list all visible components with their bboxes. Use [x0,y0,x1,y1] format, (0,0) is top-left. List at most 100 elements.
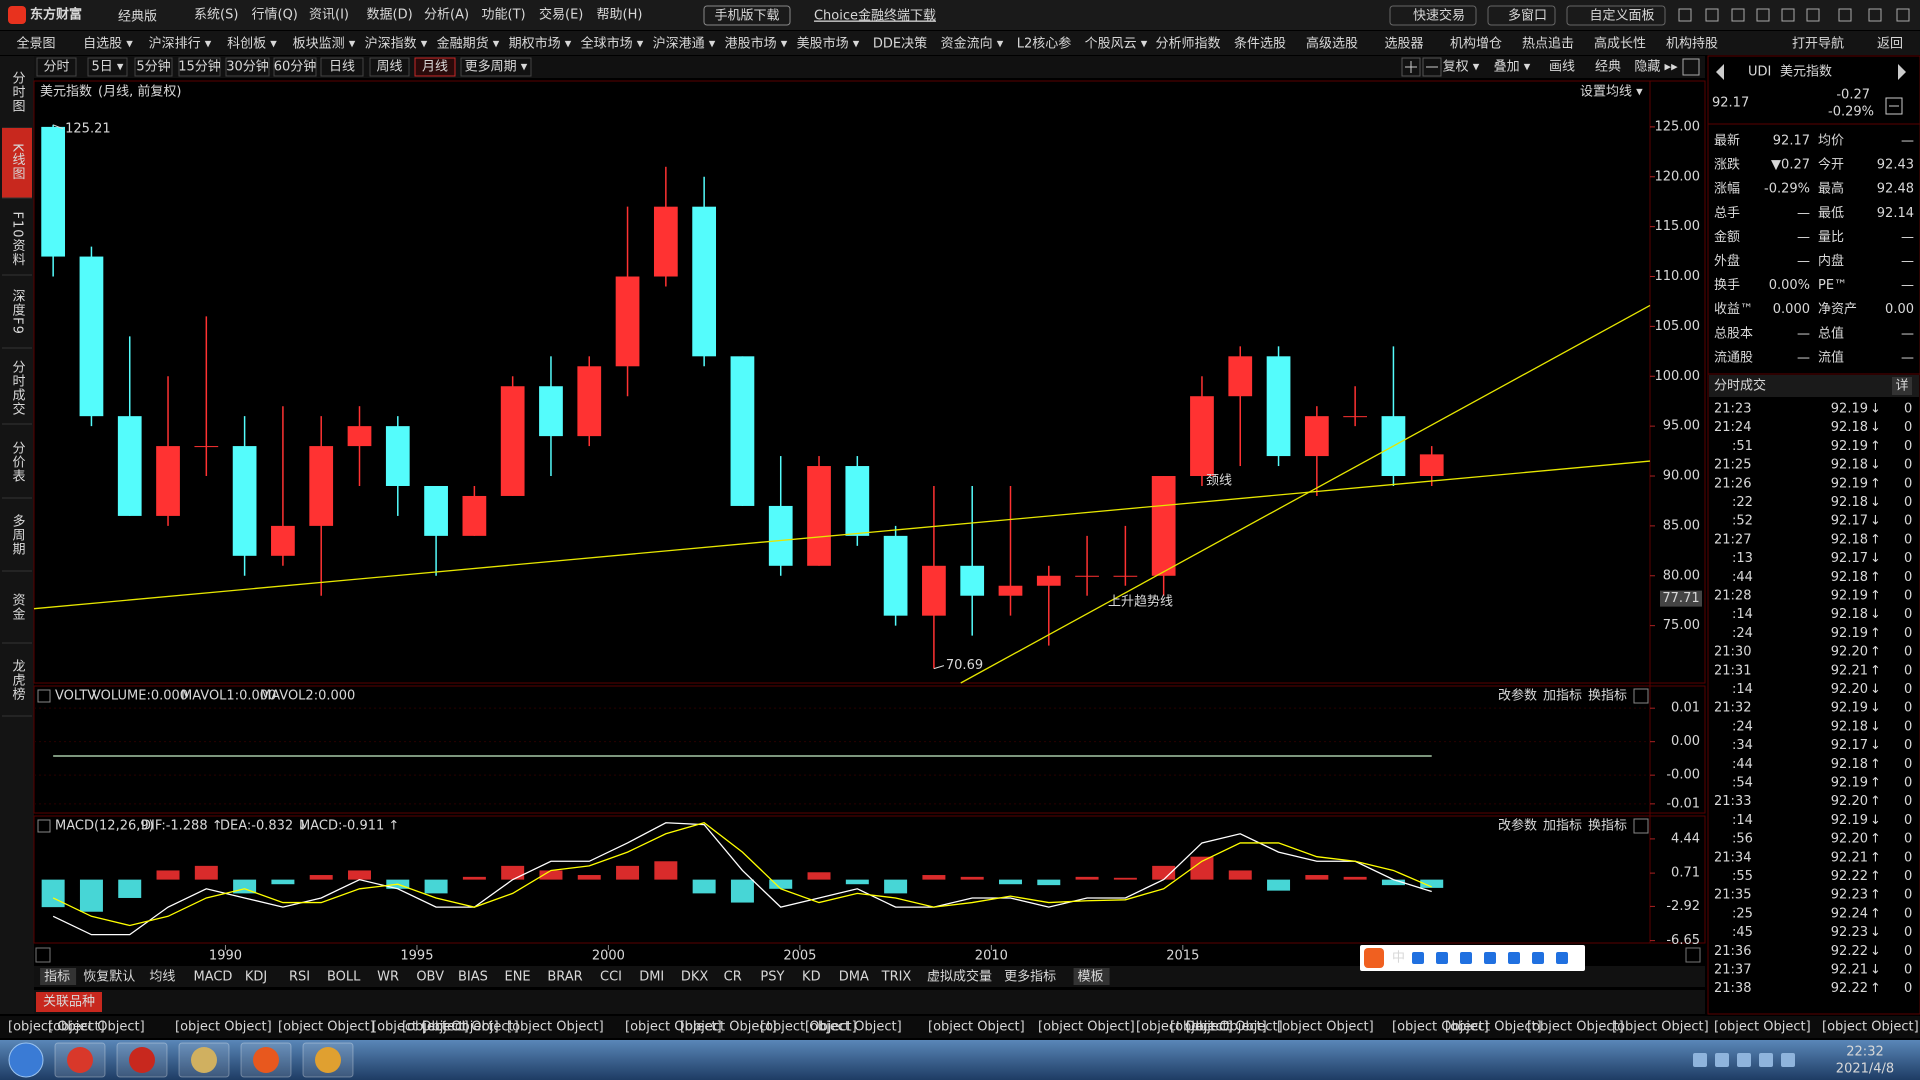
nav-item[interactable]: 全景图 [16,36,55,52]
indicator-tab[interactable]: BOLL [327,970,361,985]
nav-item[interactable]: 全球市场 ▾ [581,36,644,52]
ticker-item: [object Object] [625,1020,722,1035]
nav-item[interactable]: 高成长性 [1594,36,1646,52]
indicator-tab[interactable]: BIAS [458,970,488,985]
indicator-tab[interactable]: 均线 [149,970,175,985]
period-tab[interactable]: 5分钟 [136,59,170,75]
nav-item[interactable]: 港股市场 ▾ [725,36,788,52]
sidebar-tab[interactable]: 资金 [10,593,26,621]
period-tab[interactable]: 5日 ▾ [92,60,124,75]
sidebar-tab[interactable]: 分时成交 [10,360,26,416]
period-tab[interactable]: 15分钟 [178,59,221,75]
nav-item[interactable]: 金融期货 ▾ [437,36,500,52]
sidebar-tab[interactable]: K线图 [10,143,26,181]
chart-tool[interactable]: 经典 [1595,60,1621,75]
nav-item[interactable]: DDE决策 [873,36,927,52]
indicator-tab[interactable]: RSI [289,970,310,985]
chart-tool[interactable]: 叠加 ▾ [1494,60,1531,75]
nav-item[interactable]: 沪深排行 ▾ [149,36,212,52]
period-tab[interactable]: 30分钟 [226,59,269,75]
sidebar-tab[interactable]: 深度F9 [10,289,26,335]
menu-item[interactable]: 系统(S) [194,8,238,23]
nav-item[interactable]: 资金流向 ▾ [941,36,1004,52]
sidebar-tab[interactable]: 多周期 [10,513,26,556]
nav-item[interactable]: 沪深指数 ▾ [365,36,428,52]
nav-item[interactable]: L2核心参 [1017,36,1072,52]
indicator-tab[interactable]: 模板 [1078,970,1104,985]
indicator-tab[interactable]: PSY [760,970,784,985]
menu-item[interactable]: 分析(A) [424,8,469,23]
nav-item[interactable]: 机构增仓 [1450,37,1502,52]
x-tick-label: 2000 [592,949,625,964]
sidebar-tab[interactable]: 分价表 [10,441,26,483]
indicator-tab[interactable]: BRAR [547,970,582,985]
nav-item[interactable]: 分析师指数 [1155,37,1220,52]
tool-button[interactable]: 快速交易 [1413,8,1465,24]
sidebar-tab[interactable]: F10资料 [10,211,26,266]
panel-action[interactable]: 换指标 [1588,819,1627,834]
indicator-tab[interactable]: 虚拟成交量 [927,969,992,985]
indicator-tab[interactable]: CR [724,970,742,985]
nav-item[interactable]: 条件选股 [1234,36,1286,52]
period-tab[interactable]: 更多周期 ▾ [465,59,528,75]
nav-item[interactable]: 个股风云 ▾ [1085,37,1148,52]
indicator-tab[interactable]: KD [802,970,821,985]
indicator-tab[interactable]: 指标 [44,970,70,985]
indicator-tab[interactable]: WR [377,970,399,985]
quote-label: 涨跌 [1714,157,1740,173]
indicator-tab[interactable]: CCI [600,970,622,985]
indicator-tab[interactable]: DMI [639,970,664,985]
indicator-tab[interactable]: ENE [504,970,530,985]
indicator-tab[interactable]: 更多指标 [1004,969,1056,985]
nav-item[interactable]: 期权市场 ▾ [509,36,572,52]
panel-action[interactable]: 改参数 [1498,688,1537,704]
panel-action[interactable]: 加指标 [1543,819,1582,834]
nav-item[interactable]: 机构持股 [1666,37,1718,52]
chart-tool[interactable]: 复权 ▾ [1443,59,1480,75]
download-button[interactable]: 手机版下载 [714,9,779,24]
nav-item[interactable]: 板块监测 ▾ [293,37,356,52]
detail-button[interactable]: 详 [1895,379,1908,394]
period-tab[interactable]: 60分钟 [274,59,317,75]
indicator-tab[interactable]: MACD [193,970,232,985]
nav-item[interactable]: 沪深港通 ▾ [653,36,716,52]
indicator-tab[interactable]: TRIX [881,970,912,985]
related-button[interactable]: 关联品种 [43,995,95,1010]
indicator-tab[interactable]: DKX [681,970,709,985]
nav-item[interactable]: 返回 [1877,37,1903,52]
nav-item[interactable]: 打开导航 [1792,36,1844,52]
download-button[interactable]: Choice金融终端下载 [814,8,936,24]
period-tab[interactable]: 日线 [329,60,355,75]
scroll-left [35,947,51,963]
indicator-tab[interactable]: KDJ [245,970,267,985]
menu-item[interactable]: 行情(Q) [252,8,298,23]
nav-item[interactable]: 选股器 [1384,37,1423,52]
indicator-tab[interactable]: OBV [416,970,444,985]
menu-item[interactable]: 功能(T) [482,8,526,23]
sidebar-tab[interactable]: 龙虎榜 [10,659,26,701]
panel-action[interactable]: 加指标 [1543,689,1582,704]
nav-item[interactable]: 美股市场 ▾ [797,36,860,52]
period-tab[interactable]: 月线 [422,60,448,75]
nav-item[interactable]: 科创板 ▾ [227,37,277,52]
period-tab[interactable]: 周线 [376,60,402,75]
chart-tool[interactable]: 隐藏 ▸▸ [1634,60,1678,75]
indicator-tab[interactable]: DMA [839,970,869,985]
tool-button[interactable]: 自定义面板 [1589,9,1654,24]
panel-action[interactable]: 改参数 [1498,818,1537,834]
period-tab[interactable]: 分时 [43,60,69,75]
panel-action[interactable]: 换指标 [1588,689,1627,704]
nav-item[interactable]: 热点追击 [1522,36,1574,52]
menu-item[interactable]: 帮助(H) [597,8,643,23]
tool-button[interactable]: 多窗口 [1508,8,1547,24]
nav-item[interactable]: 自选股 ▾ [83,37,133,52]
settings-button[interactable]: 设置均线 ▾ [1580,85,1643,100]
nav-item[interactable]: 高级选股 [1306,36,1358,52]
menu-item[interactable]: 数据(D) [367,8,413,23]
menu-item[interactable]: 交易(E) [539,7,583,23]
sidebar-tab[interactable]: 分时图 [10,71,26,113]
chart-tool[interactable]: 画线 [1549,60,1575,75]
indicator-tab[interactable]: 恢复默认 [83,969,135,985]
menu-item[interactable]: 资讯(I) [309,8,349,23]
quote-value: 0.00 [1885,302,1914,317]
